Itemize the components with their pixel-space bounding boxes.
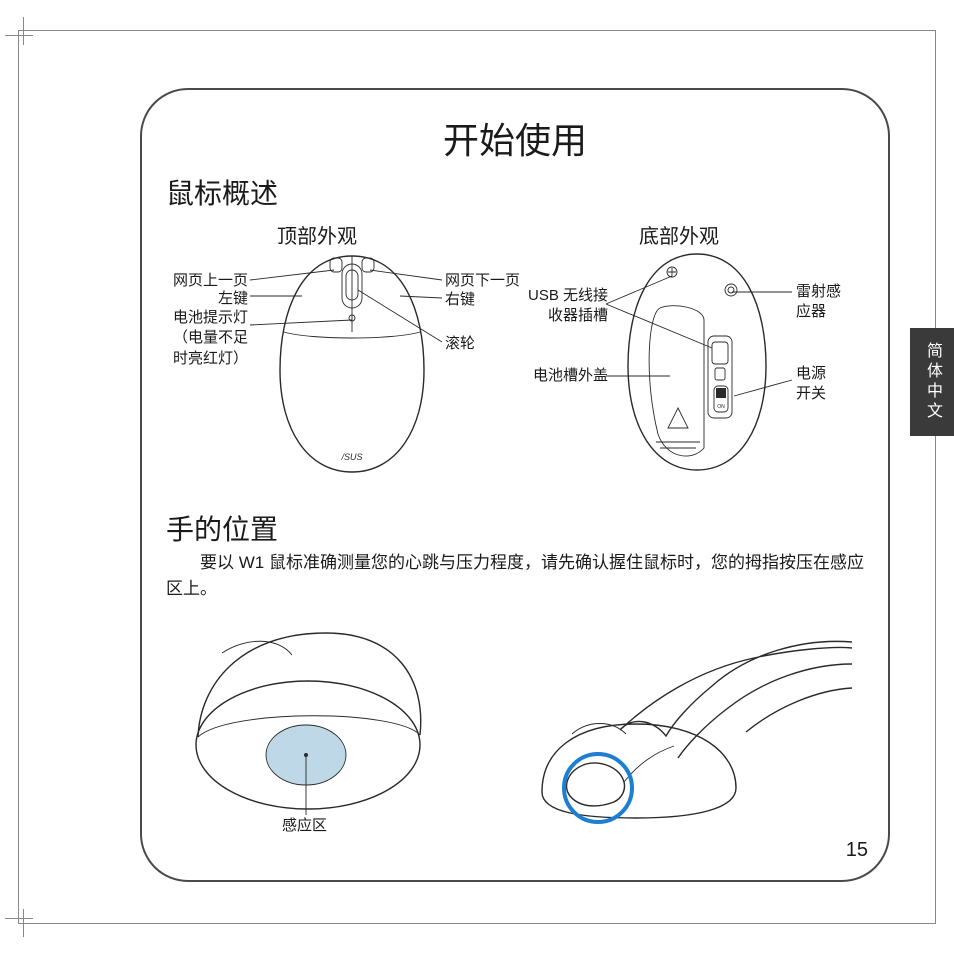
section-heading-overview: 鼠标概述 [166, 172, 278, 212]
label-usb-slot: USB 无线接 收器插槽 [520, 286, 608, 327]
content-card: 开始使用 鼠标概述 顶部外观 底部外观 /SUS 网页上一页 左键 电池提示灯 [140, 88, 890, 882]
label-battery-led: 电池提示灯 （电量不足 时亮红灯） [158, 308, 248, 369]
language-tab: 简体中文 [910, 328, 954, 436]
mouse-side-diagram [182, 615, 462, 825]
label-laser: 雷射感 应器 [796, 282, 841, 323]
page-title: 开始使用 [142, 112, 888, 164]
bottom-view-heading: 底部外观 [639, 220, 719, 249]
label-left-btn: 左键 [158, 289, 248, 309]
page-number: 15 [846, 839, 868, 862]
crop-mark [23, 17, 24, 45]
label-battery-cover: 电池槽外盖 [520, 366, 608, 386]
label-page-down: 网页下一页 [445, 271, 520, 291]
crop-mark [5, 35, 33, 36]
section-heading-hand: 手的位置 [166, 508, 278, 548]
label-right-btn: 右键 [445, 290, 475, 310]
label-scroll: 滚轮 [445, 334, 475, 354]
label-sensor-area: 感应区 [282, 816, 327, 836]
top-view-heading: 顶部外观 [277, 220, 357, 249]
crop-mark [5, 918, 33, 919]
crop-mark [23, 909, 24, 937]
label-power-switch: 电源 开关 [796, 364, 826, 405]
hand-instruction-text: 要以 W1 鼠标准确测量您的心跳与压力程度，请先确认握住鼠标时，您的拇指按压在感… [166, 550, 868, 603]
hand-grip-diagram [502, 612, 862, 832]
